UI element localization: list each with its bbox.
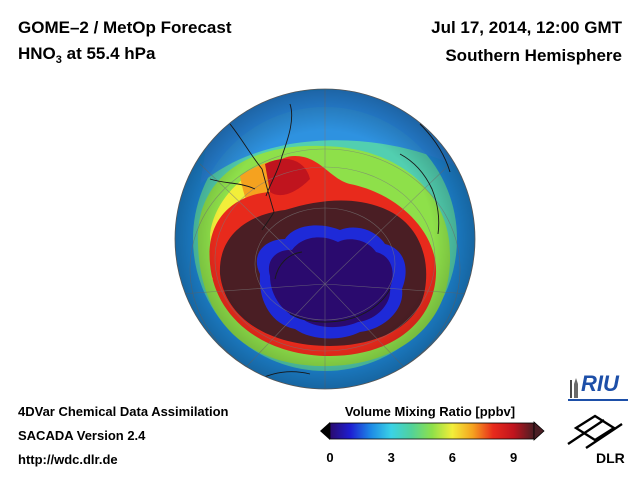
dlr-logo-mark: [567, 414, 623, 449]
colorbar-over-arrow: [533, 421, 545, 441]
title-region: Southern Hemisphere: [445, 46, 622, 65]
colorbar-title: Volume Mixing Ratio [ppbv]: [344, 404, 516, 419]
globe-shading: [175, 89, 475, 389]
colorbar-ticks: 0 3 6 9: [318, 450, 546, 468]
globe-map: [174, 88, 476, 390]
colorbar-tick: 9: [509, 450, 518, 465]
colorbar-under-arrow: [320, 422, 330, 440]
colorbar-tick: 6: [448, 450, 456, 465]
colorbar: [320, 421, 545, 441]
dlr-logo: DLR: [562, 414, 628, 470]
dlr-logo-text: DLR: [596, 450, 625, 466]
riu-logo-text: RIU: [581, 371, 619, 396]
footer-line1: 4DVar Chemical Data Assimilation: [18, 404, 229, 419]
riu-logo: RIU: [568, 370, 628, 406]
species-subscript: 3: [55, 54, 62, 66]
species-name: HNO: [18, 44, 56, 63]
footer-line3[interactable]: http://wdc.dlr.de: [18, 452, 118, 467]
title-instrument: GOME–2 / MetOp Forecast: [18, 18, 232, 37]
colorbar-tick: 3: [387, 450, 395, 465]
globe-outline: [174, 88, 476, 390]
title-datetime: Jul 17, 2014, 12:00 GMT: [431, 18, 622, 37]
colorbar-fill: [329, 422, 535, 440]
species-level: at 55.4 hPa: [66, 44, 156, 63]
colorbar-tick: 0: [326, 450, 334, 465]
riu-logo-mark: [568, 378, 628, 401]
footer-line2: SACADA Version 2.4: [18, 428, 146, 443]
title-species: HNO3 at 55.4 hPa: [18, 44, 156, 66]
